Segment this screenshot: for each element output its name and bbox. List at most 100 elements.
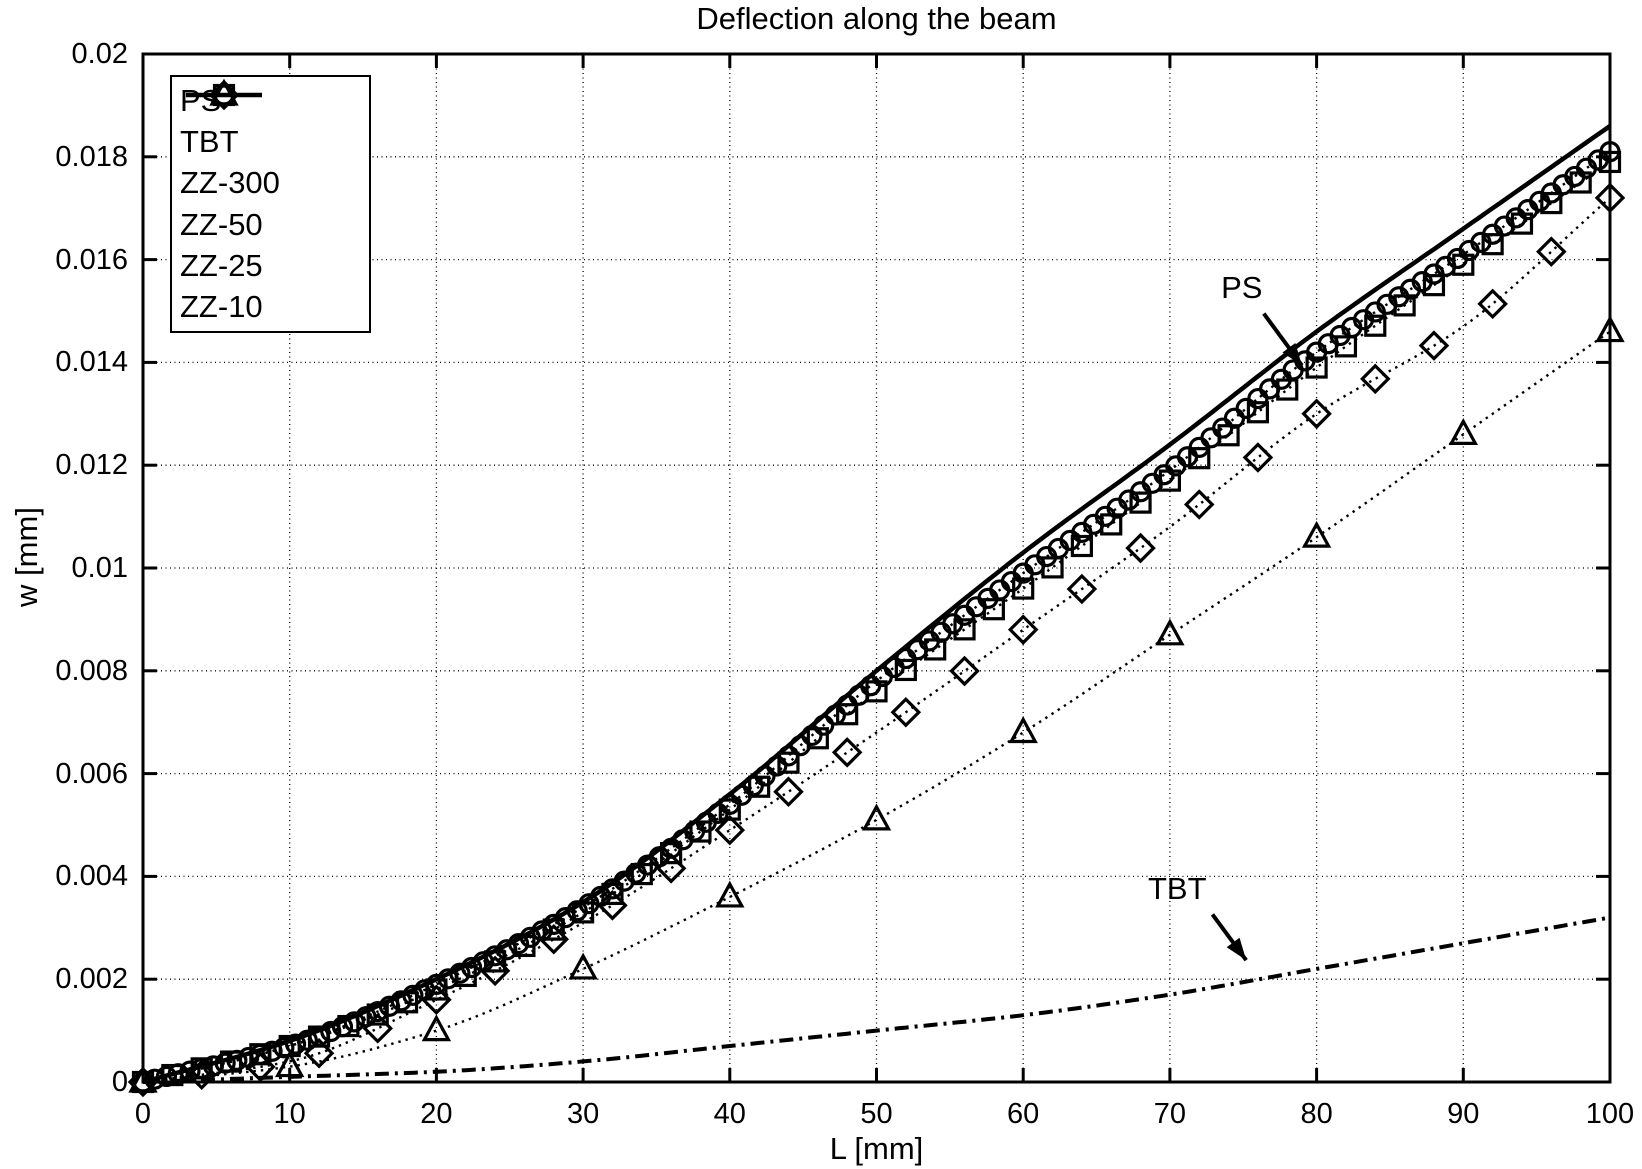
y-tick-label: 0.014 [55, 346, 128, 379]
legend: PS TBT ZZ-300 ZZ-50 ZZ-25 ZZ-10 [170, 75, 371, 333]
square-marker [806, 727, 829, 750]
diamond-marker [208, 79, 240, 111]
circle-marker [1200, 427, 1222, 449]
x-tick-label: 60 [1007, 1098, 1040, 1130]
diamond-marker [127, 1066, 159, 1098]
diamond-marker [479, 955, 511, 987]
y-tick-label: 0.016 [55, 243, 128, 276]
square-marker [1393, 294, 1416, 317]
x-axis-label: L [mm] [829, 1131, 924, 1166]
square-marker [924, 638, 947, 661]
square-marker [601, 882, 624, 906]
legend-item-zz-10: ZZ-10 [172, 78, 369, 327]
square-marker [366, 1003, 389, 1026]
diamond-marker [1477, 288, 1508, 320]
square-marker [777, 751, 800, 774]
y-tick-label: 0.02 [71, 38, 128, 70]
circle-marker [449, 962, 471, 984]
square-marker [1305, 356, 1328, 379]
x-tick-label: 100 [1585, 1098, 1635, 1130]
triangle-marker [209, 78, 239, 106]
square-marker [660, 842, 683, 865]
square-marker [865, 680, 888, 703]
diamond-marker [362, 1013, 393, 1044]
square-marker [307, 1025, 331, 1048]
square-marker [483, 950, 507, 973]
square-marker [1481, 233, 1504, 256]
square-marker [1158, 469, 1182, 492]
square-marker [1598, 150, 1622, 174]
diamond-marker [1536, 236, 1567, 267]
diamond-marker [655, 853, 687, 884]
legend-label-zz-50: ZZ-50 [180, 206, 263, 242]
annotation-arrowhead-tbt [1226, 937, 1247, 961]
square-marker [836, 703, 859, 726]
diamond-marker [1125, 532, 1156, 564]
square-marker [1364, 314, 1387, 337]
triangle-marker [1448, 418, 1478, 445]
square-marker [249, 1043, 272, 1066]
square-marker [571, 901, 595, 924]
triangle-marker [1155, 618, 1185, 646]
triangle-marker [568, 952, 598, 980]
square-marker [689, 820, 712, 843]
y-tick-label: 0.002 [55, 963, 128, 996]
legend-label-zz-25: ZZ-25 [180, 247, 263, 283]
x-tick-label: 40 [713, 1098, 746, 1130]
legend-sample-zz-10 [186, 78, 262, 106]
diamond-marker [421, 984, 452, 1016]
circle-marker [507, 933, 530, 955]
square-marker [1452, 253, 1475, 276]
square-marker [1188, 447, 1211, 470]
circle-marker [343, 1011, 365, 1033]
diamond-marker [1066, 573, 1098, 605]
square-marker [1129, 491, 1152, 514]
square-marker [513, 934, 536, 958]
diamond-marker [1183, 489, 1215, 520]
annotation-tbt-label: TBT [1147, 871, 1207, 907]
square-marker [190, 1057, 213, 1080]
series-markers-zz-10 [128, 315, 1625, 1093]
square-marker [1041, 556, 1064, 579]
square-marker [542, 918, 565, 941]
diamond-marker [1360, 363, 1391, 395]
diamond-marker [949, 655, 980, 687]
square-marker [161, 1063, 184, 1087]
x-tick-label: 30 [566, 1098, 600, 1130]
circle-marker [1247, 387, 1269, 410]
square-marker [953, 618, 976, 641]
circle-marker [1212, 417, 1234, 439]
circle-marker [402, 984, 424, 1006]
square-marker [1012, 577, 1035, 600]
y-tick-label: 0.01 [71, 552, 128, 584]
triangle-marker [1595, 315, 1625, 343]
legend-item-zz-50: ZZ-50 [172, 83, 369, 245]
circle-marker [1259, 378, 1281, 400]
square-marker [425, 978, 448, 1001]
x-tick-label: 20 [420, 1098, 453, 1130]
diamond-marker [1418, 330, 1450, 361]
x-tick-label: 70 [1153, 1098, 1187, 1130]
y-tick-label: 0.008 [55, 654, 128, 687]
square-marker [630, 862, 653, 886]
square-marker [1334, 335, 1358, 358]
circle-marker [848, 684, 870, 706]
triangle-marker [275, 1050, 305, 1078]
legend-item-tbt: TBT [172, 93, 369, 162]
y-tick-label: 0.004 [55, 860, 128, 893]
square-marker [748, 775, 771, 798]
diamond-marker [714, 814, 746, 846]
x-tick-label: 50 [860, 1098, 893, 1130]
diamond-marker [303, 1038, 335, 1069]
square-marker [1246, 401, 1270, 424]
x-tick-label: 10 [273, 1098, 306, 1130]
diamond-marker [1301, 398, 1332, 430]
legend-label-zz-300: ZZ-300 [180, 165, 280, 201]
legend-item-zz-25: ZZ-25 [172, 79, 369, 286]
circle-marker [777, 745, 800, 767]
series-line-tbt [142, 915, 1611, 1084]
triangle-marker [1301, 520, 1332, 548]
series-line-zz-10 [142, 330, 1611, 1084]
